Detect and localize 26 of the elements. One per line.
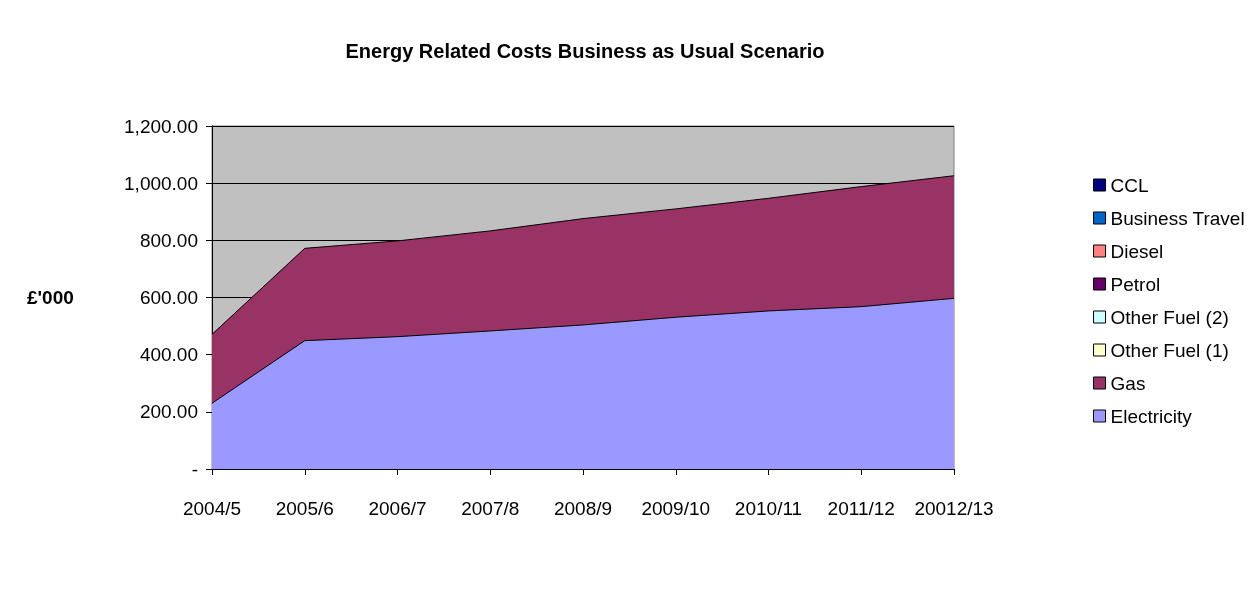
legend-label: Petrol xyxy=(1110,273,1161,295)
y-tick-label: 600.00 xyxy=(139,287,198,308)
legend-label: CCL xyxy=(1110,174,1149,196)
y-tick-label: - xyxy=(191,458,198,480)
chart-title: Energy Related Costs Business as Usual Scenario xyxy=(345,40,825,62)
y-tick-label: 200.00 xyxy=(139,401,198,423)
x-tick-label: 2005/6 xyxy=(275,498,334,519)
legend-label: Electricity xyxy=(1110,405,1193,427)
y-tick-label: 400.00 xyxy=(139,344,198,366)
legend-label: Business Travel xyxy=(1110,207,1245,229)
legend-label: Other Fuel (1) xyxy=(1110,339,1229,361)
x-tick-label: 2010/11 xyxy=(734,498,803,519)
x-tick-label: 2004/5 xyxy=(182,498,242,519)
y-tick-label: 1,000.00 xyxy=(124,172,198,194)
y-tick-label: 1,200.00 xyxy=(124,115,198,137)
legend-label: Diesel xyxy=(1110,240,1164,262)
x-tick-label: 2006/7 xyxy=(368,498,427,519)
y-tick-label: 800.00 xyxy=(139,229,198,251)
x-tick-label: 20012/13 xyxy=(914,498,994,519)
legend-label: Gas xyxy=(1110,372,1146,394)
x-tick-label: 2011/12 xyxy=(827,498,895,519)
legend-label: Other Fuel (2) xyxy=(1110,306,1229,328)
y-axis-title: £'000 xyxy=(27,287,74,308)
x-tick-label: 2007/8 xyxy=(461,498,520,519)
x-tick-label: 2008/9 xyxy=(553,498,613,519)
x-tick-label: 2009/10 xyxy=(641,498,711,519)
